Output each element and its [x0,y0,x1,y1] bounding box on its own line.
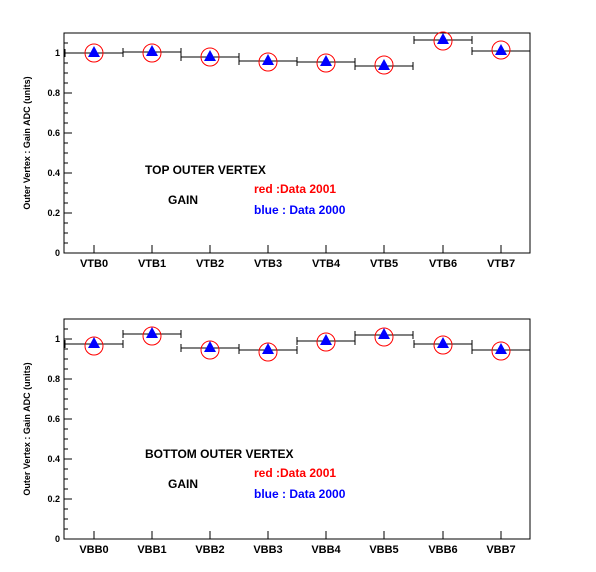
data-2001-marker [491,341,511,361]
x-tick-label: VTB2 [196,258,224,270]
panel-title: BOTTOM OUTER VERTEX [145,447,293,461]
y-tick-label: 0.2 [47,208,60,218]
x-tick-label: VBB5 [369,544,398,556]
data-2000-marker [437,337,449,348]
data-2000-marker [88,46,100,57]
data-2001-marker [491,40,511,60]
y-tick-label: 0.6 [47,128,60,138]
y-tick-label: 0.8 [47,374,60,384]
y-tick-label: 1 [55,48,60,58]
data-2001-marker [142,43,162,63]
x-tick-label: VTB6 [429,258,457,270]
panel-subtitle: GAIN [168,477,198,491]
data-2000-marker [146,327,158,338]
data-2000-marker [495,343,507,354]
x-tick-label: VBB4 [311,544,341,556]
data-2001-marker [258,52,278,72]
data-2000-marker [437,33,449,44]
legend-red-entry: red :Data 2001 [254,182,336,196]
legend-blue-entry: blue : Data 2000 [254,487,346,501]
bottom-outer-vertex-panel: 0 0.2 0.4 0.6 0.8 1 Outer Vertex : Gain ADC (u… [22,318,531,556]
data-2000-marker [146,45,158,56]
y-tick-label: 0 [55,534,60,544]
data-2000-marker [378,59,390,70]
top-outer-vertex-panel: 0 0.2 0.4 0.6 0.8 1 Outer Vertex : Gain ADC (u… [22,31,531,270]
data-2001-marker [316,53,336,73]
data-2000-marker [262,343,274,354]
y-tick-label: 0.4 [47,168,60,178]
y-tick-label: 0.2 [47,494,60,504]
data-2000-marker [320,55,332,66]
data-2001-marker [374,55,394,75]
data-2000-marker [262,54,274,65]
data-2000-marker [495,44,507,55]
y-tick-label: 1 [55,334,60,344]
data-2001-marker [200,47,220,67]
data-2001-marker [84,43,104,63]
x-tick-label: VBB1 [137,544,166,556]
y-tick-label: 0.8 [47,88,60,98]
data-2001-marker [433,335,453,355]
x-tick-label: VBB2 [195,544,224,556]
y-axis-label: Outer Vertex : Gain ADC (units) [22,76,32,209]
x-tick-label: VTB4 [312,258,341,270]
panel-subtitle: GAIN [168,193,198,207]
data-2000-marker [378,328,390,339]
panel-title: TOP OUTER VERTEX [145,163,266,177]
data-2001-marker [316,332,336,352]
y-axis-label: Outer Vertex : Gain ADC (units) [22,362,32,495]
legend-red-entry: red :Data 2001 [254,466,336,480]
data-2000-marker [320,334,332,345]
data-2000-marker [204,341,216,352]
x-tick-label: VTB3 [254,258,282,270]
x-tick-label: VTB0 [80,258,108,270]
x-tick-label: VBB6 [428,544,457,556]
y-tick-label: 0.4 [47,454,60,464]
data-2001-marker [433,31,453,51]
x-tick-label: VBB7 [486,544,515,556]
data-2000-marker [204,50,216,61]
x-tick-label: VTB1 [138,258,166,270]
y-tick-label: 0 [55,248,60,258]
x-tick-label: VBB3 [253,544,282,556]
y-tick-label: 0.6 [47,414,60,424]
x-tick-label: VTB7 [487,258,515,270]
data-2000-marker [88,337,100,348]
legend-blue-entry: blue : Data 2000 [254,203,346,217]
x-tick-label: VTB5 [370,258,398,270]
x-tick-label: VBB0 [79,544,108,556]
